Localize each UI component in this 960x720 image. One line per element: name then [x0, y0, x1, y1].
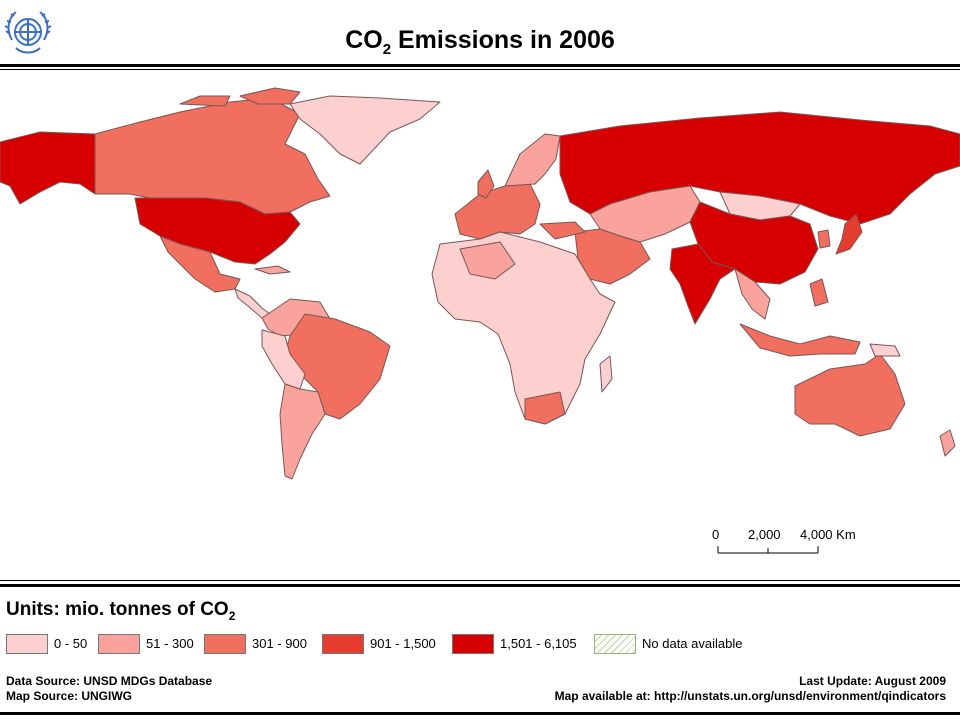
bottom-rule — [0, 712, 960, 715]
legend-rule-thin — [0, 580, 960, 581]
scale-label-4000: 4,000 Km — [800, 527, 856, 542]
region-india — [669, 243, 736, 325]
units-title: Units: mio. tonnes of CO2 — [6, 599, 236, 623]
region-indonesia — [739, 323, 861, 357]
map-url: Map available at: http://unstats.un.org/… — [554, 689, 946, 703]
scale-bar: 0 2,000 4,000 Km — [712, 527, 872, 567]
region-caribbean — [254, 265, 291, 275]
region-japan — [835, 213, 863, 255]
legend-label: 901 - 1,500 — [370, 636, 436, 651]
legend-label: 51 - 300 — [146, 636, 194, 651]
page-title: CO2 Emissions in 2006 — [345, 26, 615, 58]
title-rule — [0, 64, 960, 67]
legend-swatch — [6, 634, 48, 654]
region-alaska — [0, 131, 96, 205]
region-australia — [794, 353, 906, 437]
region-philippines — [809, 278, 829, 307]
scale-label-2000: 2,000 — [748, 527, 781, 542]
last-update: Last Update: August 2009 — [799, 674, 946, 688]
legend-label: 301 - 900 — [252, 636, 307, 651]
region-canada — [94, 97, 331, 215]
region-south-africa — [524, 391, 566, 425]
region-argentina — [279, 383, 326, 480]
region-north-africa — [459, 241, 516, 280]
world-map — [0, 74, 960, 580]
title-bar: CO2 Emissions in 2006 — [0, 0, 960, 70]
legend-swatch — [322, 634, 364, 654]
scale-label-0: 0 — [712, 527, 720, 542]
legend-label: 1,501 - 6,105 — [500, 636, 577, 651]
region-new-zealand — [939, 429, 956, 457]
legend-swatch — [204, 634, 246, 654]
un-emblem-icon — [4, 11, 52, 54]
region-madagascar — [599, 355, 613, 393]
legend-swatch — [98, 634, 140, 654]
region-turkey — [539, 221, 586, 240]
map-source: Map Source: UNGIWG — [6, 689, 133, 703]
data-source: Data Source: UNSD MDGs Database — [6, 674, 213, 688]
region-central-america — [234, 288, 271, 319]
legend-rule — [0, 584, 960, 587]
region-greenland — [289, 95, 441, 165]
legend-swatch-hatched — [594, 634, 636, 654]
region-png — [869, 343, 901, 357]
legend-label: No data available — [642, 636, 743, 651]
legend-label: 0 - 50 — [54, 636, 88, 651]
region-uk — [477, 169, 495, 199]
region-africa — [431, 231, 616, 425]
region-scandinavia — [504, 133, 561, 187]
legend-swatch — [452, 634, 494, 654]
region-korea — [817, 229, 831, 249]
region-w-europe — [454, 183, 541, 240]
title-rule-thin — [0, 69, 960, 70]
region-se-asia — [734, 268, 771, 320]
region-canada-islands — [179, 87, 301, 107]
scale-ruler — [717, 546, 819, 554]
